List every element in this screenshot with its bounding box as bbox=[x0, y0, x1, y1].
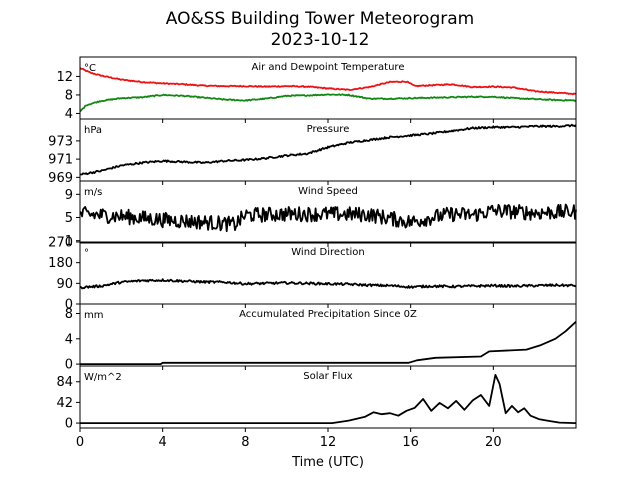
accumulated-precipitation-since-0z-unit-label: mm bbox=[84, 310, 103, 321]
time-axis: 0 4 8 12 16 20 bbox=[76, 435, 502, 450]
accumulated-precipitation-since-0z-y-tick-label: 0 bbox=[65, 358, 73, 373]
x-tick-label: 12 bbox=[320, 435, 337, 450]
x-tick-label: 16 bbox=[402, 435, 419, 450]
air-and-dewpoint-temperature-y-tick-label: 12 bbox=[56, 70, 73, 85]
air-and-dewpoint-temperature-unit-label: °C bbox=[84, 63, 96, 74]
wind-speed-series-line-1 bbox=[79, 203, 577, 233]
air-and-dewpoint-temperature-series-line-1 bbox=[79, 67, 577, 96]
solar-flux-unit-label: W/m^2 bbox=[84, 372, 122, 383]
solar-flux-panel-title: Solar Flux bbox=[303, 371, 353, 382]
wind-speed-unit-label: m/s bbox=[84, 187, 102, 198]
figure-title: AO&SS Building Tower Meteorogram bbox=[166, 9, 474, 29]
accumulated-precipitation-since-0z-series-line-1 bbox=[80, 321, 577, 366]
wind-speed-panel-title: Wind Speed bbox=[298, 186, 358, 197]
wind-direction-y-tick-label: 180 bbox=[48, 256, 73, 271]
air-and-dewpoint-temperature-panel-title: Air and Dewpoint Temperature bbox=[252, 62, 405, 73]
x-tick-label: 0 bbox=[76, 435, 84, 450]
x-tick-label: 8 bbox=[241, 435, 249, 450]
x-tick-label: 20 bbox=[485, 435, 502, 450]
solar-flux-series-line-1 bbox=[80, 373, 577, 425]
wind-speed-y-tick-label: 1 bbox=[65, 234, 73, 249]
solar-flux-y-tick-label: 84 bbox=[56, 375, 73, 390]
wind-direction-y-tick-label: 90 bbox=[56, 277, 73, 292]
solar-flux-y-tick-label: 42 bbox=[56, 396, 73, 411]
x-tick-label: 4 bbox=[159, 435, 167, 450]
chart-panels: 4 8 12 Air and Dewpoint Temperature °C 969 971… bbox=[48, 56, 577, 432]
accumulated-precipitation-since-0z-y-tick-label: 4 bbox=[65, 332, 73, 347]
pressure-y-tick-label: 973 bbox=[48, 134, 73, 149]
air-and-dewpoint-temperature-y-tick-label: 8 bbox=[65, 88, 73, 103]
air-and-dewpoint-temperature-series-line-2 bbox=[79, 93, 577, 112]
pressure-y-tick-label: 971 bbox=[48, 153, 73, 168]
figure-date: 2023-10-12 bbox=[271, 30, 370, 50]
air-and-dewpoint-temperature-y-tick-label: 4 bbox=[65, 107, 73, 122]
pressure-unit-label: hPa bbox=[84, 125, 102, 136]
wind-speed-y-tick-label: 5 bbox=[65, 211, 73, 226]
wind-direction-series-line-1 bbox=[79, 278, 576, 290]
wind-direction-unit-label: ° bbox=[84, 248, 89, 259]
wind-direction-panel-title: Wind Direction bbox=[291, 247, 365, 258]
accumulated-precipitation-since-0z-panel-title: Accumulated Precipitation Since 0Z bbox=[239, 309, 417, 320]
accumulated-precipitation-since-0z-y-tick-label: 8 bbox=[65, 307, 73, 322]
pressure-series-line-1 bbox=[79, 123, 577, 176]
wind-direction-y-tick-label: 0 bbox=[65, 298, 73, 313]
pressure-y-tick-label: 969 bbox=[48, 171, 73, 186]
wind-direction-y-tick-label: 270 bbox=[48, 236, 73, 251]
solar-flux-y-tick-label: 0 bbox=[65, 417, 73, 432]
x-axis-label: Time (UTC) bbox=[291, 455, 364, 470]
pressure-panel-title: Pressure bbox=[307, 124, 350, 135]
wind-speed-y-tick-label: 9 bbox=[65, 188, 73, 203]
